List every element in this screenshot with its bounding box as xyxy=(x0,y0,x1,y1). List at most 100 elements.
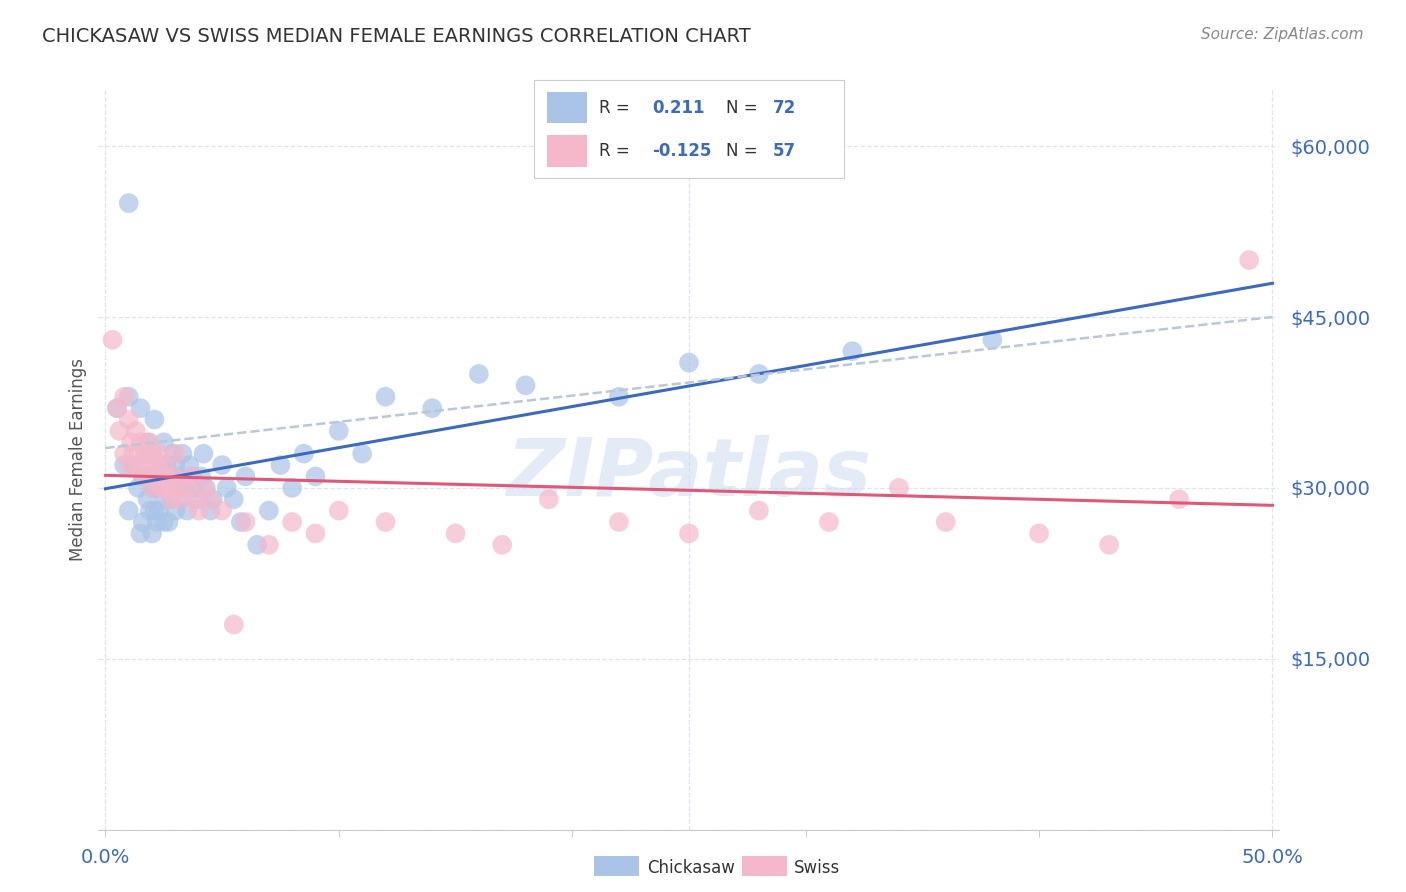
Point xyxy=(143,412,166,426)
Point xyxy=(1028,526,1050,541)
Point xyxy=(246,538,269,552)
Point xyxy=(176,481,198,495)
Point xyxy=(122,447,145,461)
Text: -0.125: -0.125 xyxy=(652,142,711,160)
Point xyxy=(120,435,142,450)
Point xyxy=(678,355,700,369)
Point xyxy=(173,481,195,495)
Point xyxy=(165,503,187,517)
Point xyxy=(146,481,169,495)
Point xyxy=(166,469,188,483)
Point xyxy=(165,458,187,472)
Point xyxy=(328,503,350,517)
Text: Source: ZipAtlas.com: Source: ZipAtlas.com xyxy=(1201,27,1364,42)
Point xyxy=(146,515,169,529)
Point xyxy=(127,481,149,495)
Point xyxy=(257,538,280,552)
Point xyxy=(159,492,181,507)
Point xyxy=(211,503,233,517)
Point xyxy=(152,435,174,450)
Point xyxy=(607,390,630,404)
Point xyxy=(159,492,181,507)
Point xyxy=(179,458,201,472)
Point xyxy=(162,447,184,461)
Point xyxy=(169,492,191,507)
Point xyxy=(374,390,396,404)
Point xyxy=(269,458,291,472)
Point xyxy=(222,617,245,632)
Point xyxy=(118,458,141,472)
Point xyxy=(352,447,374,461)
Point xyxy=(112,390,135,404)
Point xyxy=(190,469,212,483)
Point xyxy=(304,469,326,483)
Point xyxy=(374,515,396,529)
Point xyxy=(1168,492,1191,507)
Point xyxy=(150,481,173,495)
Point xyxy=(157,481,180,495)
Point xyxy=(134,447,156,461)
Text: 72: 72 xyxy=(772,99,796,117)
Point xyxy=(132,469,155,483)
Text: R =: R = xyxy=(599,99,630,117)
Point xyxy=(537,492,560,507)
Point xyxy=(176,503,198,517)
Point xyxy=(129,526,152,541)
Point xyxy=(235,469,257,483)
Point xyxy=(222,492,245,507)
Point xyxy=(678,526,700,541)
Point xyxy=(136,492,159,507)
Point xyxy=(607,515,630,529)
Point xyxy=(165,481,187,495)
Point xyxy=(152,458,174,472)
Point xyxy=(281,481,304,495)
Point xyxy=(139,503,162,517)
Point xyxy=(235,515,257,529)
Point xyxy=(292,447,315,461)
Point xyxy=(129,435,152,450)
Point xyxy=(187,503,209,517)
Point xyxy=(132,469,155,483)
Point xyxy=(118,503,141,517)
Point xyxy=(981,333,1004,347)
Point xyxy=(105,401,128,416)
Point xyxy=(146,458,169,472)
Point xyxy=(748,367,770,381)
Point xyxy=(148,503,170,517)
Text: 0.211: 0.211 xyxy=(652,99,704,117)
Point xyxy=(141,447,163,461)
Point xyxy=(112,458,135,472)
Text: ZIPatlas: ZIPatlas xyxy=(506,435,872,513)
Point xyxy=(129,401,152,416)
Point xyxy=(118,412,141,426)
Point xyxy=(491,538,513,552)
Point xyxy=(143,503,166,517)
Point xyxy=(193,447,215,461)
Point xyxy=(748,503,770,517)
Point xyxy=(141,469,163,483)
Point xyxy=(143,469,166,483)
Text: CHICKASAW VS SWISS MEDIAN FEMALE EARNINGS CORRELATION CHART: CHICKASAW VS SWISS MEDIAN FEMALE EARNING… xyxy=(42,27,751,45)
Point xyxy=(118,196,141,211)
Point xyxy=(201,492,224,507)
Point xyxy=(150,458,173,472)
Point xyxy=(215,481,238,495)
Point xyxy=(155,492,177,507)
Point xyxy=(257,503,280,517)
Point xyxy=(304,526,326,541)
Point xyxy=(122,458,145,472)
Point xyxy=(180,469,202,483)
Point xyxy=(108,424,131,438)
Point xyxy=(159,469,181,483)
Point xyxy=(328,424,350,438)
Point xyxy=(211,458,233,472)
Point xyxy=(200,503,222,517)
Point xyxy=(152,515,174,529)
Point xyxy=(162,469,184,483)
Point xyxy=(887,481,910,495)
Point xyxy=(112,447,135,461)
Point xyxy=(136,435,159,450)
Text: 57: 57 xyxy=(772,142,796,160)
Point xyxy=(1098,538,1121,552)
Text: N =: N = xyxy=(725,99,758,117)
